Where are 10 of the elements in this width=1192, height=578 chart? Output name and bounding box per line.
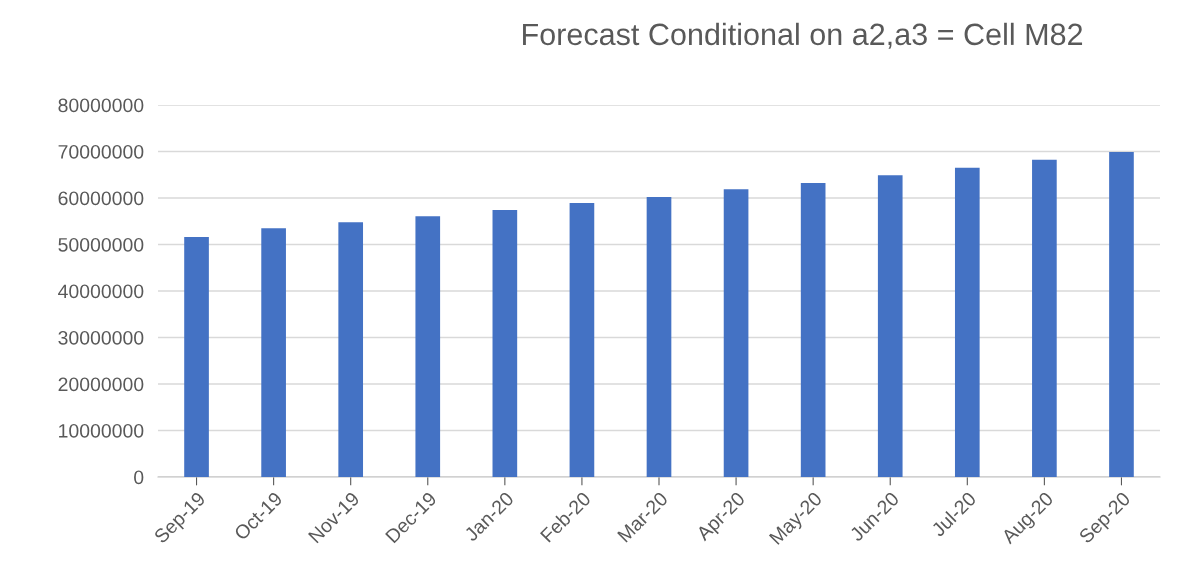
y-tick-label: 30000000 [58,330,144,345]
chart-title: Forecast Conditional on a2,a3 = Cell M82 [523,22,1083,49]
y-tick-label: 70000000 [58,144,144,159]
y-tick-label: 40000000 [58,284,144,299]
y-tick-label: 60000000 [58,191,144,206]
y-tick-label: 0 [134,470,144,485]
y-tick-label: 50000000 [58,237,144,252]
y-tick-label: 20000000 [58,377,144,392]
y-tick-label: 10000000 [59,423,144,438]
y-tick-label: 80000000 [58,98,144,113]
